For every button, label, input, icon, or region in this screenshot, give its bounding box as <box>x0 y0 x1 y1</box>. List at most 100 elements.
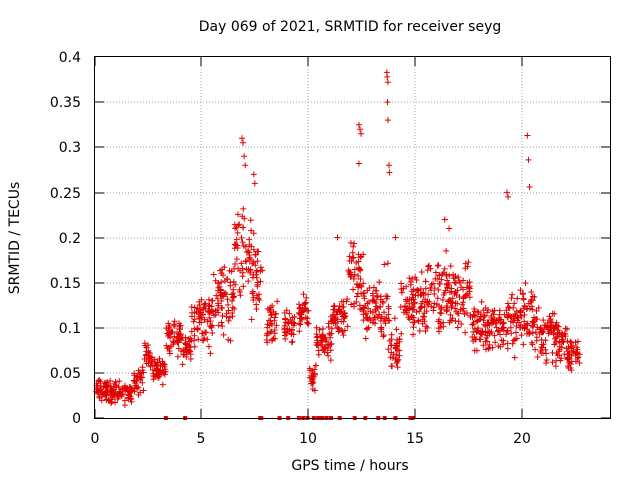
data-point <box>196 302 203 309</box>
data-point <box>410 331 417 338</box>
data-point <box>558 334 565 341</box>
data-point <box>565 356 572 363</box>
data-point <box>360 304 367 311</box>
data-point <box>208 303 215 310</box>
data-point <box>362 335 369 342</box>
data-point <box>377 296 384 303</box>
data-point <box>224 301 231 308</box>
data-point <box>393 360 400 367</box>
data-point <box>416 308 423 315</box>
data-point <box>353 298 360 305</box>
x-tick-label: 5 <box>197 431 206 447</box>
data-point <box>232 225 239 232</box>
data-point <box>504 189 510 196</box>
data-point <box>391 315 398 322</box>
data-point <box>377 303 384 310</box>
data-point <box>135 367 142 374</box>
data-point <box>425 301 432 308</box>
data-point <box>146 355 153 362</box>
data-point <box>223 310 230 317</box>
data-point <box>201 316 208 323</box>
y-tick-label: 0.1 <box>59 321 81 337</box>
data-point <box>398 330 405 337</box>
data-point <box>143 360 150 367</box>
data-point <box>434 262 441 269</box>
data-point <box>221 278 228 285</box>
data-point <box>384 73 391 80</box>
data-point <box>167 334 174 341</box>
data-point <box>327 347 334 354</box>
data-point <box>108 398 115 405</box>
data-point <box>364 287 371 294</box>
data-point <box>107 383 114 390</box>
data-point <box>240 205 247 212</box>
data-point <box>519 324 526 331</box>
data-point <box>568 358 575 365</box>
data-point <box>529 341 536 348</box>
data-point <box>170 321 177 328</box>
data-point <box>421 303 428 310</box>
data-point <box>448 285 455 292</box>
data-point <box>313 324 320 331</box>
data-point <box>240 242 247 249</box>
data-point <box>218 270 225 277</box>
data-point <box>575 354 582 361</box>
data-point <box>303 319 310 326</box>
data-point <box>416 327 423 334</box>
data-point <box>321 349 328 356</box>
data-point <box>166 324 173 331</box>
data-point <box>367 317 374 324</box>
data-point <box>350 275 357 282</box>
data-point <box>518 313 525 320</box>
data-point <box>357 126 364 133</box>
data-point <box>500 319 507 326</box>
data-point <box>246 254 253 261</box>
data-point <box>372 287 379 294</box>
data-point <box>493 324 500 331</box>
data-point <box>471 313 478 320</box>
data-point <box>328 325 335 332</box>
data-point <box>335 328 342 335</box>
data-point <box>187 356 194 363</box>
data-point <box>313 331 320 338</box>
data-point <box>191 343 198 350</box>
data-point <box>409 306 416 313</box>
x-tick-label: 10 <box>299 431 317 447</box>
data-point <box>354 290 361 297</box>
data-point <box>324 342 331 349</box>
data-point <box>209 297 216 304</box>
data-point <box>537 347 544 354</box>
data-point <box>533 316 540 323</box>
data-point <box>143 348 150 355</box>
data-point <box>281 322 288 329</box>
data-point <box>384 79 391 86</box>
data-point <box>219 312 226 319</box>
data-point <box>460 308 467 315</box>
data-point <box>388 336 395 343</box>
data-point <box>281 329 288 336</box>
data-point <box>425 291 432 298</box>
data-point <box>568 344 575 351</box>
y-tick-labels: 0 0.05 0.1 0.15 0.2 0.25 0.3 0.35 0.4 <box>50 50 81 427</box>
chart-title: Day 069 of 2021, SRMTID for receiver sey… <box>199 19 502 35</box>
data-point <box>296 320 303 327</box>
data-point <box>252 251 259 258</box>
data-point <box>453 308 460 315</box>
data-point <box>340 332 347 339</box>
data-point <box>360 317 367 324</box>
data-point <box>230 286 237 293</box>
data-point <box>514 295 521 302</box>
data-point <box>311 366 318 373</box>
data-point <box>562 325 569 332</box>
data-point <box>421 313 428 320</box>
data-point <box>444 304 451 311</box>
data-point <box>390 351 397 358</box>
data-point <box>131 388 138 395</box>
data-point <box>209 330 216 337</box>
data-point <box>372 320 379 327</box>
data-point <box>392 356 399 363</box>
data-point <box>470 338 477 345</box>
data-point <box>131 370 138 377</box>
data-point <box>423 323 430 330</box>
data-point <box>116 378 123 385</box>
